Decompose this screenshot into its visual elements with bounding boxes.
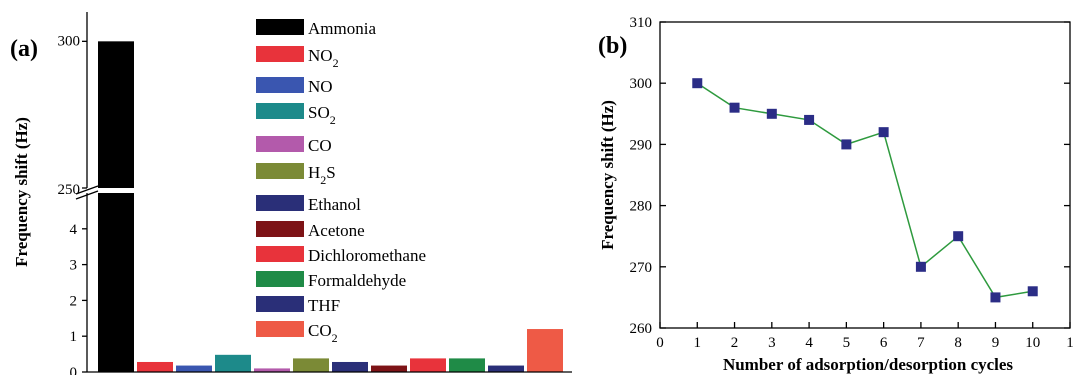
data-point-5: [841, 139, 852, 150]
x-tick-label-b: 2: [731, 335, 739, 351]
y-tick-label-b: 270: [630, 260, 653, 276]
x-tick-label-b: 10: [1025, 335, 1040, 351]
legend-swatch-8: [256, 246, 304, 262]
legend-swatch-4: [256, 136, 304, 152]
bar-2: [176, 365, 212, 372]
x-tick-label-b: 1: [694, 335, 702, 351]
bar-6: [332, 361, 368, 372]
legend-swatch-6: [256, 195, 304, 211]
legend-label-11: CO2: [308, 321, 338, 345]
y-tick-label-a: 250: [58, 182, 81, 198]
legend-label-8: Dichloromethane: [308, 246, 426, 265]
x-tick-label-b: 7: [917, 335, 925, 351]
data-point-6: [878, 127, 889, 138]
bar-lower-0: [98, 193, 134, 372]
axis-break-mark: [75, 190, 99, 200]
series-line: [696, 82, 1033, 299]
legend-label-4: CO: [308, 136, 332, 155]
legend-swatch-11: [256, 321, 304, 337]
y-tick-label-a: 4: [70, 222, 78, 238]
data-point-10: [1027, 286, 1038, 297]
y-tick-label-a: 0: [70, 365, 78, 375]
y-tick-label-a: 2: [70, 293, 78, 309]
axis-break-mark: [75, 185, 99, 195]
data-point-9: [990, 292, 1001, 303]
legend-label-5: H2S: [308, 163, 336, 187]
legend-swatch-9: [256, 271, 304, 287]
y-tick-label-a: 1: [70, 329, 78, 345]
panel-label-b: (b): [598, 33, 627, 59]
data-point-4: [804, 114, 815, 125]
y-tick-label-b: 280: [630, 199, 653, 215]
data-point-1: [692, 78, 703, 89]
legend-label-10: THF: [308, 296, 340, 315]
y-tick-label-b: 300: [630, 76, 653, 92]
bar-5: [293, 358, 329, 372]
bar-1: [137, 361, 173, 372]
legend-swatch-3: [256, 103, 304, 119]
x-tick-label-b: 0: [656, 335, 664, 351]
x-tick-label-b: 1: [1066, 335, 1074, 351]
x-tick-label-b: 9: [992, 335, 1000, 351]
y-tick-label-b: 290: [630, 137, 653, 153]
legend-label-9: Formaldehyde: [308, 271, 406, 290]
data-point-3: [766, 108, 777, 119]
legend-label-2: NO: [308, 77, 333, 96]
y-tick-label-a: 3: [70, 258, 78, 274]
bar-3: [215, 354, 251, 372]
bar-10: [488, 365, 524, 372]
panel-label-a: (a): [10, 36, 38, 62]
plot-frame-b: [659, 21, 1071, 329]
x-tick-label-b: 5: [843, 335, 851, 351]
x-tick-label-b: 3: [768, 335, 776, 351]
data-point-2: [729, 102, 740, 113]
legend-label-6: Ethanol: [308, 195, 361, 214]
legend-swatch-5: [256, 163, 304, 179]
legend-swatch-1: [256, 46, 304, 62]
legend-label-3: SO2: [308, 103, 336, 127]
y-tick-label-a: 300: [58, 33, 81, 49]
data-point-7: [915, 261, 926, 272]
y-axis-label-b: Frequency shift (Hz): [598, 100, 617, 250]
bar-8: [410, 358, 446, 372]
x-tick-label-b: 8: [954, 335, 962, 351]
legend-swatch-0: [256, 19, 304, 35]
x-tick-label-b: 4: [805, 335, 813, 351]
x-tick-label-b: 6: [880, 335, 888, 351]
y-tick-label-b: 310: [630, 15, 653, 31]
legend-label-0: Ammonia: [308, 19, 376, 38]
y-axis-label-a: Frequency shift (Hz): [12, 117, 31, 267]
bar-upper-0: [98, 41, 134, 189]
x-axis-label-b: Number of adsorption/desorption cycles: [723, 355, 1013, 374]
legend-label-7: Acetone: [308, 221, 365, 240]
legend-swatch-2: [256, 77, 304, 93]
bar-11: [527, 329, 563, 372]
y-tick-label-b: 260: [630, 321, 653, 337]
data-point-8: [953, 231, 964, 242]
legend-label-1: NO2: [308, 46, 339, 70]
bar-4: [254, 368, 290, 372]
legend-swatch-7: [256, 221, 304, 237]
legend-swatch-10: [256, 296, 304, 312]
bar-7: [371, 365, 407, 372]
bar-9: [449, 358, 485, 372]
